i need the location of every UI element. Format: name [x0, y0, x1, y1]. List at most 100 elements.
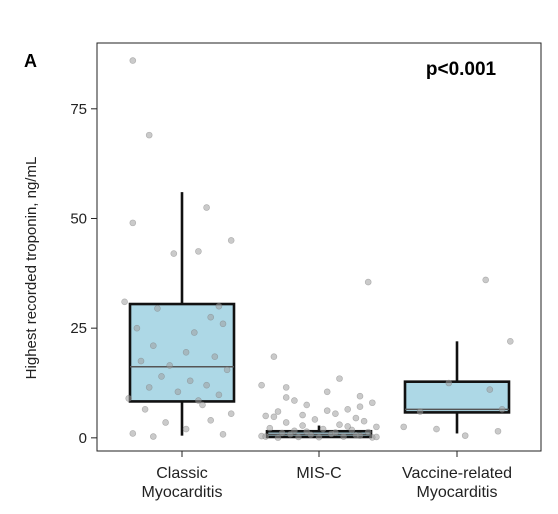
- data-point: [282, 384, 290, 391]
- data-point: [319, 425, 327, 433]
- data-point: [121, 298, 128, 306]
- data-point: [303, 428, 311, 435]
- data-point: [182, 425, 190, 433]
- data-point: [360, 417, 368, 425]
- data-point: [356, 392, 364, 400]
- data-point: [373, 423, 380, 431]
- x-category-label: MIS-C: [296, 465, 341, 482]
- data-point: [282, 394, 290, 401]
- data-point: [150, 342, 157, 350]
- data-point: [299, 411, 306, 419]
- data-point: [211, 353, 219, 360]
- data-point: [207, 416, 214, 424]
- data-point: [219, 431, 227, 438]
- data-point: [303, 401, 311, 409]
- data-point: [186, 377, 194, 385]
- data-point: [352, 414, 360, 422]
- data-point: [270, 353, 278, 360]
- data-point: [299, 422, 306, 429]
- data-point: [278, 429, 286, 437]
- data-point: [227, 410, 235, 418]
- data-point: [162, 419, 169, 426]
- data-point: [400, 423, 408, 431]
- data-point: [445, 379, 453, 387]
- p-value-annotation: p<0.001: [426, 59, 497, 80]
- data-point: [482, 276, 490, 284]
- data-point: [352, 431, 360, 439]
- data-point: [203, 204, 210, 211]
- data-point: [332, 410, 339, 418]
- y-tick-label: 25: [70, 320, 87, 337]
- data-point: [336, 375, 343, 382]
- data-point: [129, 57, 137, 64]
- data-point: [373, 433, 380, 441]
- data-point: [323, 407, 331, 414]
- data-point: [295, 433, 302, 441]
- box-iqr: [403, 380, 511, 414]
- data-point: [368, 399, 376, 407]
- y-tick-label: 0: [79, 430, 87, 447]
- data-point: [150, 433, 157, 440]
- data-point: [282, 419, 290, 426]
- data-point: [344, 423, 352, 430]
- data-point: [195, 397, 202, 404]
- data-point: [195, 248, 202, 255]
- data-point: [158, 373, 165, 380]
- data-point: [170, 250, 178, 257]
- data-point: [356, 403, 364, 410]
- plot-area: 0 25 50 75 Classic Myocarditis MIS-C Vaccine-re…: [70, 42, 542, 501]
- data-point: [223, 366, 231, 374]
- y-tick-label: 50: [70, 210, 87, 227]
- data-point: [145, 131, 153, 139]
- x-category-label: Vaccine-related: [402, 465, 512, 482]
- data-point: [154, 305, 161, 312]
- x-category-label: Classic: [156, 465, 208, 482]
- data-point: [311, 416, 319, 423]
- data-point: [262, 412, 270, 420]
- x-category-label: Myocarditis: [417, 484, 498, 501]
- data-point: [433, 425, 440, 433]
- data-point: [286, 431, 294, 438]
- data-point: [506, 338, 514, 345]
- data-point: [215, 302, 223, 310]
- data-point: [125, 395, 132, 402]
- data-point: [215, 391, 223, 399]
- data-point: [416, 408, 424, 415]
- data-point: [291, 397, 298, 404]
- y-tick-label: 75: [70, 101, 87, 118]
- data-point: [207, 313, 214, 321]
- data-point: [498, 406, 506, 413]
- data-point: [133, 324, 141, 332]
- data-point: [182, 348, 190, 356]
- data-point: [174, 388, 182, 396]
- data-point: [166, 362, 173, 369]
- data-point: [270, 413, 278, 421]
- data-point: [141, 406, 149, 413]
- y-axis-label: Highest recorded troponin, ng/mL: [23, 157, 40, 380]
- data-point: [203, 381, 210, 389]
- x-category-label: Myocarditis: [142, 484, 223, 501]
- data-point: [274, 434, 282, 441]
- data-point: [344, 406, 352, 413]
- data-point: [258, 381, 265, 389]
- data-point: [266, 424, 274, 432]
- data-point: [145, 384, 153, 391]
- data-point: [129, 219, 137, 227]
- data-point: [332, 429, 339, 436]
- data-point: [191, 329, 198, 336]
- data-point: [323, 388, 331, 396]
- data-point: [486, 386, 494, 393]
- box-iqr: [128, 302, 236, 403]
- data-point: [494, 427, 502, 435]
- data-point: [227, 237, 235, 244]
- data-point: [262, 433, 270, 440]
- data-point: [137, 357, 145, 365]
- data-point: [364, 428, 372, 436]
- data-point: [129, 430, 137, 437]
- panel-label: A: [24, 51, 37, 71]
- data-point: [219, 320, 227, 328]
- data-point: [274, 408, 282, 415]
- data-point: [199, 401, 206, 409]
- data-point: [336, 421, 343, 428]
